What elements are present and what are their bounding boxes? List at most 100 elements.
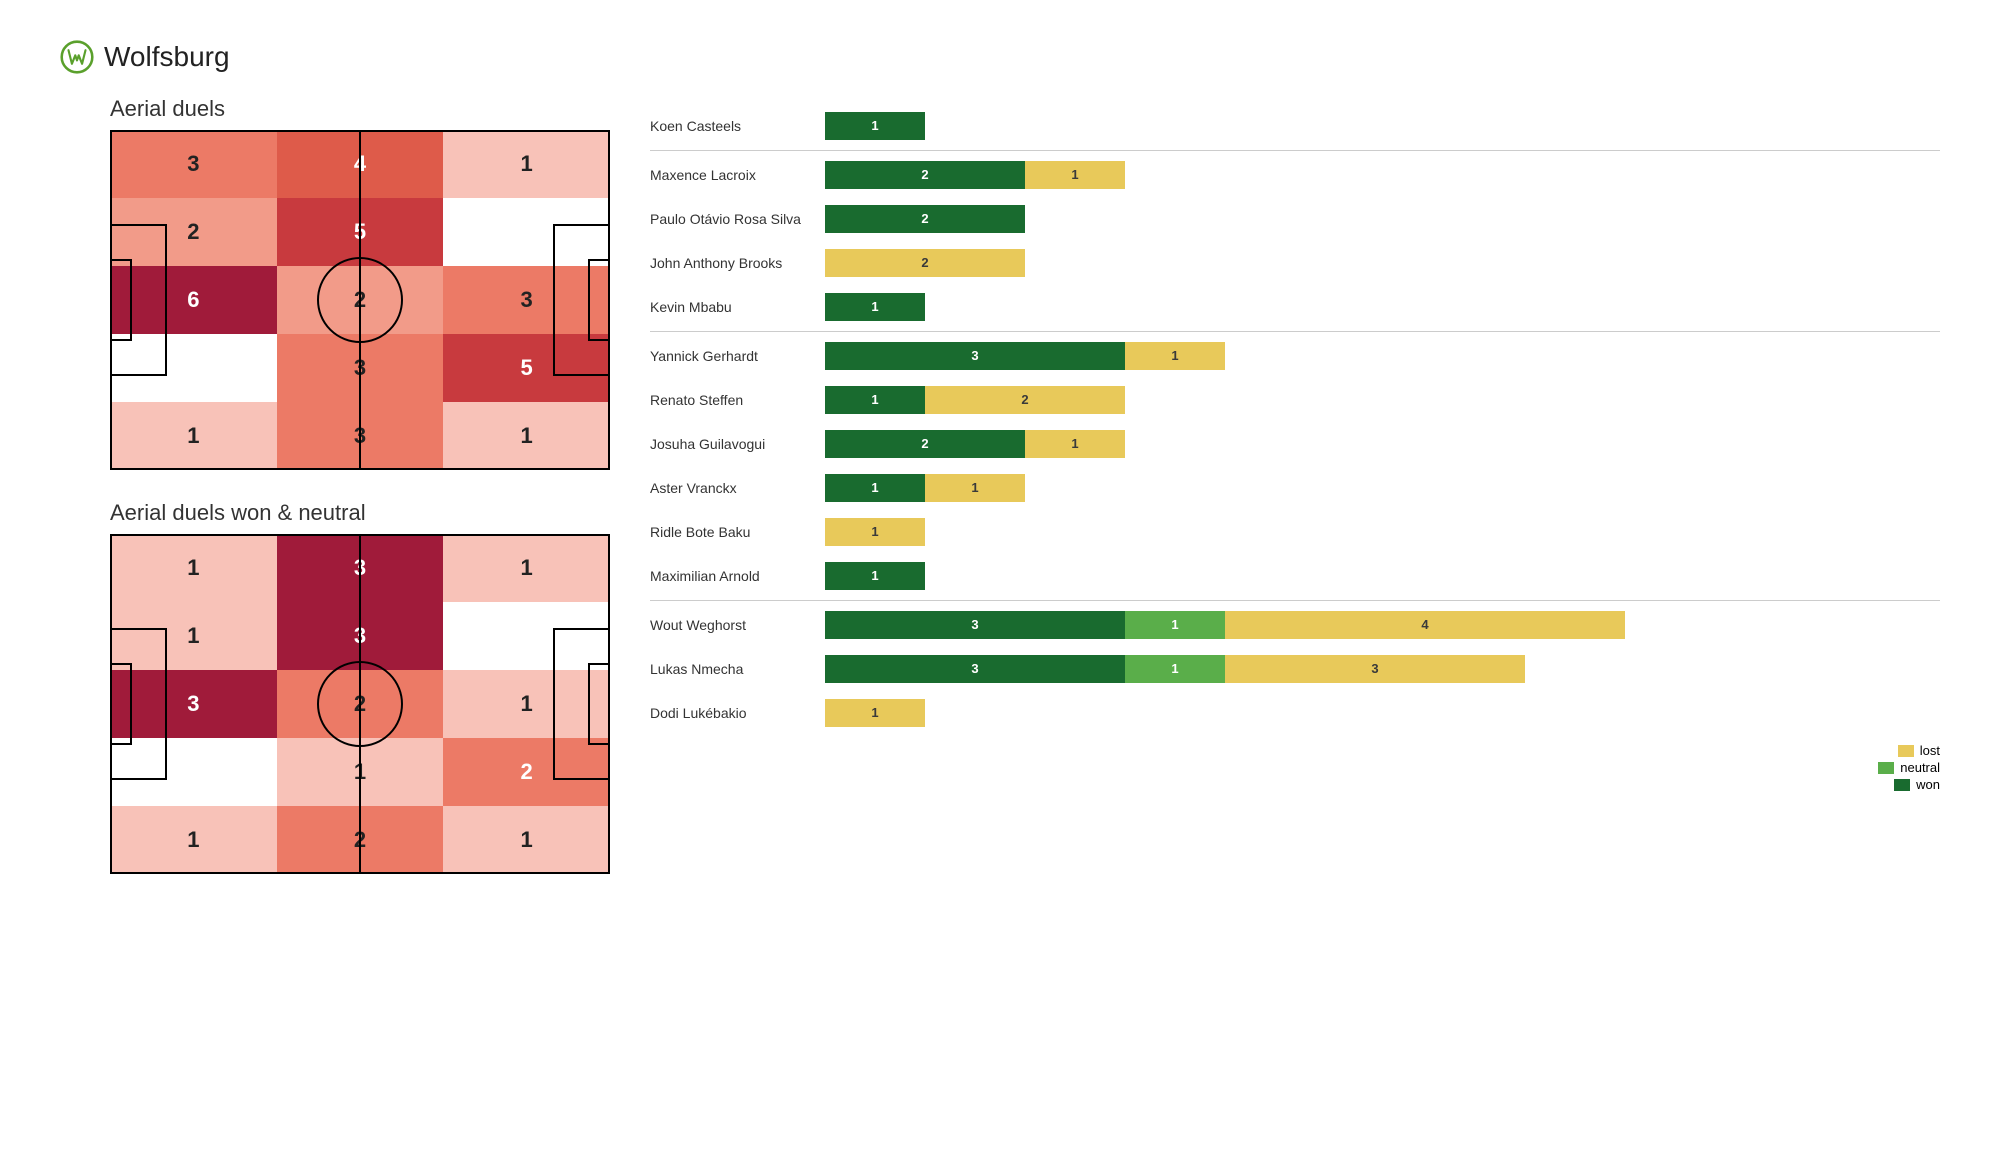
player-row: Josuha Guilavogui21 bbox=[650, 422, 1940, 466]
heatmap-cell: 1 bbox=[443, 402, 610, 470]
heatmap-cell bbox=[110, 738, 277, 806]
legend-item: neutral bbox=[1878, 760, 1940, 775]
heatmap-cell: 1 bbox=[443, 130, 610, 198]
player-name: Paulo Otávio Rosa Silva bbox=[650, 211, 825, 227]
player-name: Ridle Bote Baku bbox=[650, 524, 825, 540]
bar-area: 313 bbox=[825, 655, 1940, 683]
player-name: Josuha Guilavogui bbox=[650, 436, 825, 452]
legend-label: neutral bbox=[1900, 760, 1940, 775]
heatmap1-title: Aerial duels bbox=[110, 96, 620, 122]
heatmap-cell bbox=[443, 602, 610, 670]
bar-segment-won: 3 bbox=[825, 655, 1125, 683]
player-name: Kevin Mbabu bbox=[650, 299, 825, 315]
bar-segment-neutral: 1 bbox=[1125, 611, 1225, 639]
player-name: Lukas Nmecha bbox=[650, 661, 825, 677]
bar-segment-won: 1 bbox=[825, 293, 925, 321]
bar-area: 1 bbox=[825, 293, 1940, 321]
bar-segment-lost: 2 bbox=[825, 249, 1025, 277]
legend-swatch-icon bbox=[1894, 779, 1910, 791]
team-logo-icon bbox=[60, 40, 94, 74]
bar-area: 2 bbox=[825, 205, 1940, 233]
bar-segment-won: 1 bbox=[825, 562, 925, 590]
group-divider bbox=[650, 150, 1940, 151]
player-name: Maximilian Arnold bbox=[650, 568, 825, 584]
player-row: Yannick Gerhardt31 bbox=[650, 334, 1940, 378]
player-row: Dodi Lukébakio1 bbox=[650, 691, 1940, 735]
player-row: Maximilian Arnold1 bbox=[650, 554, 1940, 598]
legend-swatch-icon bbox=[1898, 745, 1914, 757]
player-row: Lukas Nmecha313 bbox=[650, 647, 1940, 691]
heatmap2-title: Aerial duels won & neutral bbox=[110, 500, 620, 526]
heatmap-cell: 3 bbox=[277, 402, 444, 470]
player-row: Wout Weghorst314 bbox=[650, 603, 1940, 647]
bar-segment-lost: 1 bbox=[825, 699, 925, 727]
bar-segment-won: 3 bbox=[825, 342, 1125, 370]
bar-segment-won: 1 bbox=[825, 386, 925, 414]
bar-area: 1 bbox=[825, 518, 1940, 546]
heatmap-cell: 4 bbox=[277, 130, 444, 198]
heatmaps-column: Aerial duels 3412562335131 Aerial duels … bbox=[60, 84, 620, 904]
heatmap-cell: 3 bbox=[277, 602, 444, 670]
heatmap-cell: 5 bbox=[277, 198, 444, 266]
heatmap2: 1311332112121 bbox=[110, 534, 610, 874]
legend-item: won bbox=[1894, 777, 1940, 792]
player-name: Koen Casteels bbox=[650, 118, 825, 134]
legend: lost neutral won bbox=[650, 743, 1940, 792]
player-row: Ridle Bote Baku1 bbox=[650, 510, 1940, 554]
heatmap-cell: 2 bbox=[277, 266, 444, 334]
heatmap-cell: 3 bbox=[443, 266, 610, 334]
heatmap-cell: 2 bbox=[443, 738, 610, 806]
legend-label: lost bbox=[1920, 743, 1940, 758]
heatmap-cell: 1 bbox=[443, 534, 610, 602]
player-row: Koen Casteels1 bbox=[650, 104, 1940, 148]
bar-area: 1 bbox=[825, 112, 1940, 140]
heatmap-cell: 1 bbox=[110, 806, 277, 874]
heatmap1: 3412562335131 bbox=[110, 130, 610, 470]
heatmap-cell: 1 bbox=[110, 602, 277, 670]
bar-segment-lost: 1 bbox=[1025, 161, 1125, 189]
bar-area: 11 bbox=[825, 474, 1940, 502]
player-row: Aster Vranckx11 bbox=[650, 466, 1940, 510]
heatmap-cell: 3 bbox=[110, 130, 277, 198]
heatmap-cell: 1 bbox=[443, 806, 610, 874]
player-name: Wout Weghorst bbox=[650, 617, 825, 633]
players-column: Koen Casteels1Maxence Lacroix21Paulo Otá… bbox=[650, 84, 1940, 792]
player-name: Dodi Lukébakio bbox=[650, 705, 825, 721]
player-name: Aster Vranckx bbox=[650, 480, 825, 496]
bar-segment-lost: 1 bbox=[925, 474, 1025, 502]
heatmap-cell: 3 bbox=[277, 534, 444, 602]
heatmap-cell: 1 bbox=[277, 738, 444, 806]
legend-swatch-icon bbox=[1878, 762, 1894, 774]
bar-area: 31 bbox=[825, 342, 1940, 370]
heatmap-cell: 2 bbox=[277, 806, 444, 874]
heatmap-cell: 5 bbox=[443, 334, 610, 402]
player-name: Renato Steffen bbox=[650, 392, 825, 408]
bar-segment-lost: 3 bbox=[1225, 655, 1525, 683]
player-name: John Anthony Brooks bbox=[650, 255, 825, 271]
bar-segment-won: 3 bbox=[825, 611, 1125, 639]
bar-area: 1 bbox=[825, 562, 1940, 590]
player-row: John Anthony Brooks2 bbox=[650, 241, 1940, 285]
header: Wolfsburg bbox=[60, 40, 1940, 74]
heatmap-cell bbox=[443, 198, 610, 266]
bar-area: 12 bbox=[825, 386, 1940, 414]
heatmap-cell: 2 bbox=[277, 670, 444, 738]
heatmap-cell: 3 bbox=[110, 670, 277, 738]
player-row: Renato Steffen12 bbox=[650, 378, 1940, 422]
bar-area: 2 bbox=[825, 249, 1940, 277]
bar-segment-won: 2 bbox=[825, 205, 1025, 233]
bar-segment-lost: 2 bbox=[925, 386, 1125, 414]
bar-area: 21 bbox=[825, 430, 1940, 458]
bar-area: 314 bbox=[825, 611, 1940, 639]
player-row: Maxence Lacroix21 bbox=[650, 153, 1940, 197]
bar-segment-won: 1 bbox=[825, 112, 925, 140]
group-divider bbox=[650, 600, 1940, 601]
bar-segment-lost: 1 bbox=[1125, 342, 1225, 370]
heatmap-cell: 3 bbox=[277, 334, 444, 402]
content: Aerial duels 3412562335131 Aerial duels … bbox=[60, 84, 1940, 904]
player-name: Maxence Lacroix bbox=[650, 167, 825, 183]
player-row: Kevin Mbabu1 bbox=[650, 285, 1940, 329]
bar-segment-won: 2 bbox=[825, 161, 1025, 189]
bar-area: 21 bbox=[825, 161, 1940, 189]
bar-segment-neutral: 1 bbox=[1125, 655, 1225, 683]
